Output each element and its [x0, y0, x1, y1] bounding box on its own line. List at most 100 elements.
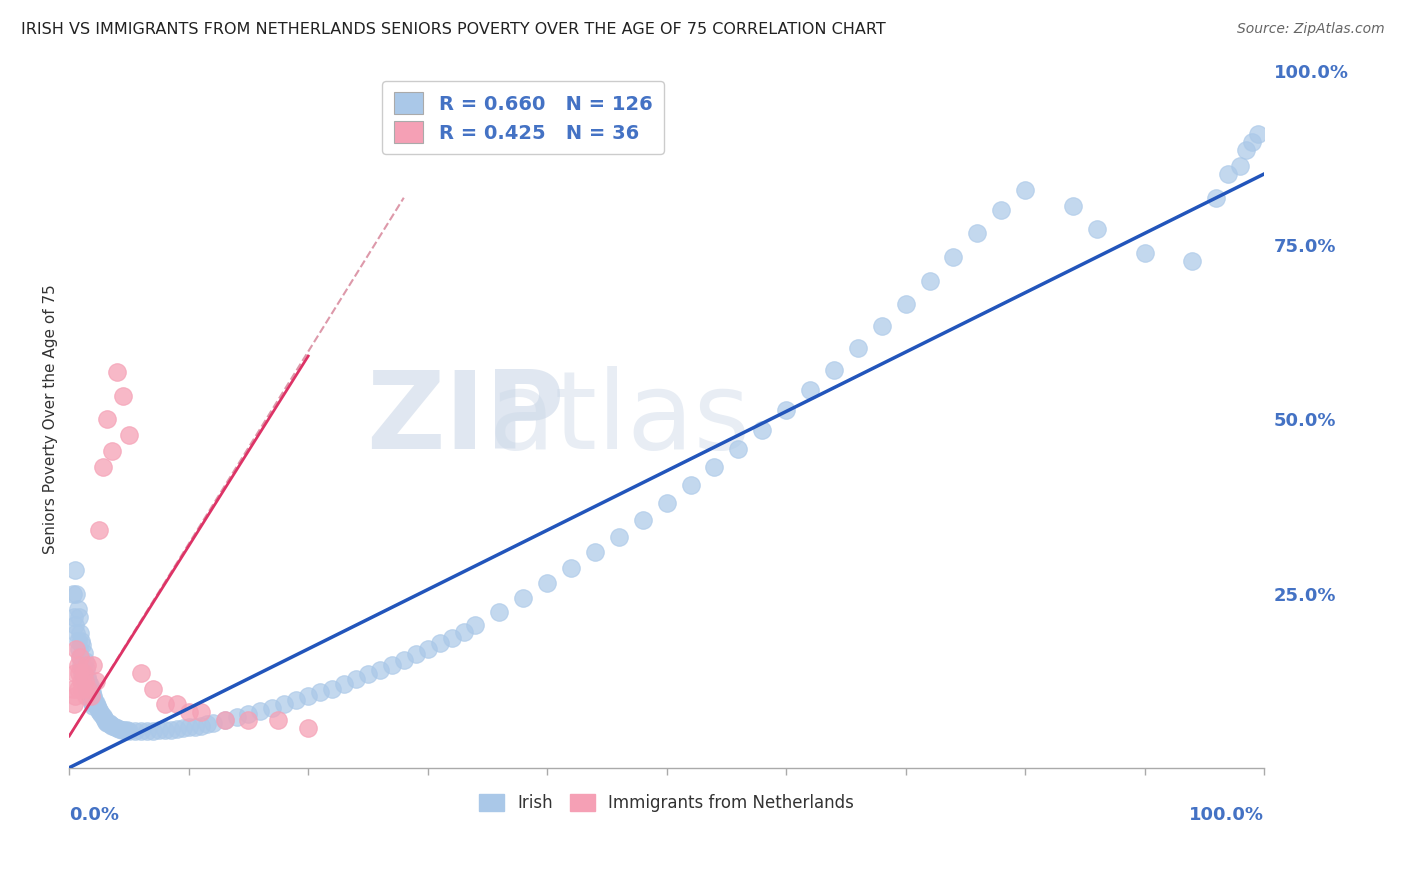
- Point: [464, 618, 486, 632]
- Point: [72, 665, 94, 680]
- Point: [76, 670, 98, 684]
- Point: [69, 626, 91, 640]
- Point: [190, 706, 212, 720]
- Point: [111, 389, 134, 403]
- Point: [166, 698, 188, 712]
- Text: 100.0%: 100.0%: [1189, 806, 1264, 824]
- Point: [84, 696, 107, 710]
- Point: [72, 638, 94, 652]
- Point: [262, 700, 284, 714]
- Point: [73, 673, 96, 688]
- Point: [97, 716, 120, 731]
- Point: [309, 685, 332, 699]
- Point: [87, 523, 110, 537]
- Point: [1218, 167, 1240, 181]
- Point: [321, 681, 343, 696]
- Point: [405, 648, 427, 662]
- Y-axis label: Seniors Poverty Over the Age of 75: Seniors Poverty Over the Age of 75: [44, 285, 58, 554]
- Point: [90, 706, 112, 721]
- Point: [91, 709, 114, 723]
- Point: [142, 681, 165, 696]
- Point: [1085, 222, 1108, 236]
- Point: [66, 602, 89, 616]
- Point: [91, 459, 114, 474]
- Point: [238, 706, 260, 721]
- Point: [148, 723, 170, 738]
- Point: [96, 412, 118, 426]
- Point: [536, 576, 558, 591]
- Point: [111, 723, 134, 737]
- Point: [214, 713, 236, 727]
- Point: [703, 459, 725, 474]
- Point: [73, 673, 96, 688]
- Point: [82, 690, 104, 704]
- Point: [225, 710, 247, 724]
- Point: [84, 673, 107, 688]
- Text: Source: ZipAtlas.com: Source: ZipAtlas.com: [1237, 22, 1385, 37]
- Point: [70, 673, 93, 688]
- Point: [80, 693, 103, 707]
- Point: [142, 724, 165, 739]
- Point: [285, 693, 308, 707]
- Point: [512, 591, 534, 605]
- Point: [82, 698, 104, 713]
- Point: [108, 722, 131, 736]
- Point: [66, 634, 89, 648]
- Point: [118, 428, 141, 442]
- Point: [75, 662, 97, 676]
- Point: [63, 690, 86, 704]
- Point: [177, 706, 200, 720]
- Point: [67, 642, 90, 657]
- Point: [100, 718, 122, 732]
- Point: [104, 720, 127, 734]
- Point: [297, 721, 319, 735]
- Point: [76, 681, 98, 696]
- Point: [631, 513, 654, 527]
- Point: [267, 713, 290, 727]
- Point: [65, 626, 87, 640]
- Text: ZIP: ZIP: [367, 367, 565, 473]
- Point: [73, 654, 96, 668]
- Point: [344, 672, 367, 686]
- Point: [77, 673, 100, 688]
- Point: [70, 634, 93, 648]
- Point: [82, 657, 104, 672]
- Point: [72, 681, 94, 696]
- Point: [76, 657, 98, 672]
- Point: [86, 698, 108, 713]
- Point: [453, 624, 475, 639]
- Point: [69, 649, 91, 664]
- Point: [98, 717, 121, 731]
- Point: [846, 341, 869, 355]
- Point: [333, 677, 356, 691]
- Point: [65, 642, 87, 657]
- Point: [77, 685, 100, 699]
- Point: [72, 646, 94, 660]
- Point: [67, 610, 90, 624]
- Point: [1181, 254, 1204, 268]
- Point: [368, 663, 391, 677]
- Point: [488, 605, 510, 619]
- Point: [1133, 246, 1156, 260]
- Point: [392, 653, 415, 667]
- Point: [124, 724, 146, 739]
- Point: [62, 681, 84, 696]
- Point: [1241, 136, 1264, 150]
- Point: [190, 719, 212, 733]
- Point: [112, 723, 135, 738]
- Point: [195, 717, 218, 731]
- Point: [1234, 143, 1257, 157]
- Point: [870, 318, 893, 333]
- Point: [63, 665, 86, 680]
- Point: [429, 636, 451, 650]
- Point: [172, 721, 194, 735]
- Point: [65, 586, 87, 600]
- Point: [966, 227, 988, 241]
- Point: [990, 202, 1012, 217]
- Point: [1205, 191, 1227, 205]
- Text: 0.0%: 0.0%: [69, 806, 120, 824]
- Point: [101, 719, 124, 733]
- Point: [775, 403, 797, 417]
- Point: [115, 723, 138, 738]
- Point: [105, 721, 128, 735]
